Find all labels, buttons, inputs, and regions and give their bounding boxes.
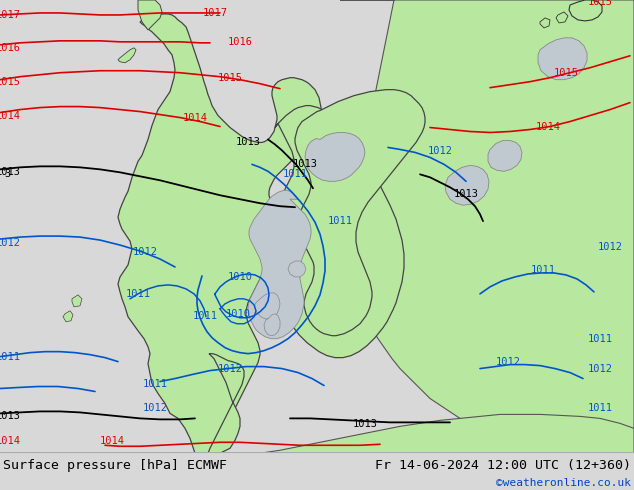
- Text: 1013: 1013: [235, 138, 261, 147]
- Polygon shape: [569, 0, 602, 21]
- Text: 1011: 1011: [126, 289, 150, 299]
- Text: 1011: 1011: [328, 216, 353, 226]
- Text: 1015: 1015: [217, 73, 242, 83]
- Text: 1014: 1014: [536, 122, 560, 131]
- Polygon shape: [255, 293, 280, 319]
- Text: 1011: 1011: [588, 403, 612, 414]
- Text: 1011: 1011: [0, 352, 20, 362]
- Text: 1013: 1013: [453, 189, 479, 199]
- Text: ©weatheronline.co.uk: ©weatheronline.co.uk: [496, 478, 631, 488]
- Text: 1012: 1012: [133, 247, 157, 257]
- Text: 1017: 1017: [202, 8, 228, 18]
- Text: Surface pressure [hPa] ECMWF: Surface pressure [hPa] ECMWF: [3, 459, 227, 472]
- Text: 1010: 1010: [228, 272, 252, 282]
- Text: 1013: 1013: [292, 159, 318, 170]
- Text: 1011: 1011: [531, 265, 555, 275]
- Text: 1013: 1013: [0, 412, 20, 421]
- Text: 1011: 1011: [143, 378, 167, 389]
- Polygon shape: [138, 0, 162, 30]
- Text: 1011: 1011: [588, 334, 612, 343]
- Text: 1011: 1011: [193, 311, 217, 321]
- Polygon shape: [248, 190, 311, 339]
- Text: 1012: 1012: [217, 364, 242, 373]
- Text: 1013: 1013: [353, 419, 377, 429]
- Polygon shape: [340, 0, 634, 453]
- Text: 1016: 1016: [228, 37, 252, 47]
- Polygon shape: [488, 141, 522, 172]
- Polygon shape: [445, 165, 489, 205]
- Polygon shape: [264, 314, 280, 336]
- Polygon shape: [63, 311, 73, 322]
- Text: 1012: 1012: [588, 364, 612, 373]
- Text: Fr 14-06-2024 12:00 UTC (12+360): Fr 14-06-2024 12:00 UTC (12+360): [375, 459, 631, 472]
- Text: 1017: 1017: [0, 10, 20, 20]
- Polygon shape: [118, 14, 321, 453]
- Text: 3: 3: [4, 170, 10, 179]
- Polygon shape: [305, 132, 365, 181]
- Polygon shape: [72, 295, 82, 307]
- Text: 1010: 1010: [226, 309, 250, 319]
- Text: 1016: 1016: [0, 43, 20, 53]
- Polygon shape: [195, 354, 244, 453]
- Polygon shape: [556, 12, 568, 23]
- Text: 1014: 1014: [0, 111, 20, 121]
- Text: 1012: 1012: [427, 147, 453, 156]
- Text: 1014: 1014: [183, 113, 207, 122]
- Polygon shape: [295, 90, 425, 336]
- Polygon shape: [538, 38, 587, 80]
- Polygon shape: [288, 261, 306, 277]
- Text: 1014: 1014: [100, 436, 124, 446]
- Polygon shape: [195, 415, 634, 453]
- Text: 1011: 1011: [283, 170, 307, 179]
- Text: 1014: 1014: [0, 436, 20, 446]
- Text: 1012: 1012: [0, 238, 20, 248]
- Polygon shape: [540, 18, 550, 28]
- Text: 1015: 1015: [0, 76, 20, 87]
- Polygon shape: [118, 48, 136, 63]
- Text: 1012: 1012: [496, 357, 521, 367]
- Text: 1015: 1015: [553, 68, 578, 78]
- Polygon shape: [275, 105, 404, 358]
- Text: 1015: 1015: [588, 0, 612, 7]
- Text: 1013: 1013: [0, 167, 20, 177]
- Text: 1012: 1012: [143, 403, 167, 414]
- Text: 1012: 1012: [597, 242, 623, 252]
